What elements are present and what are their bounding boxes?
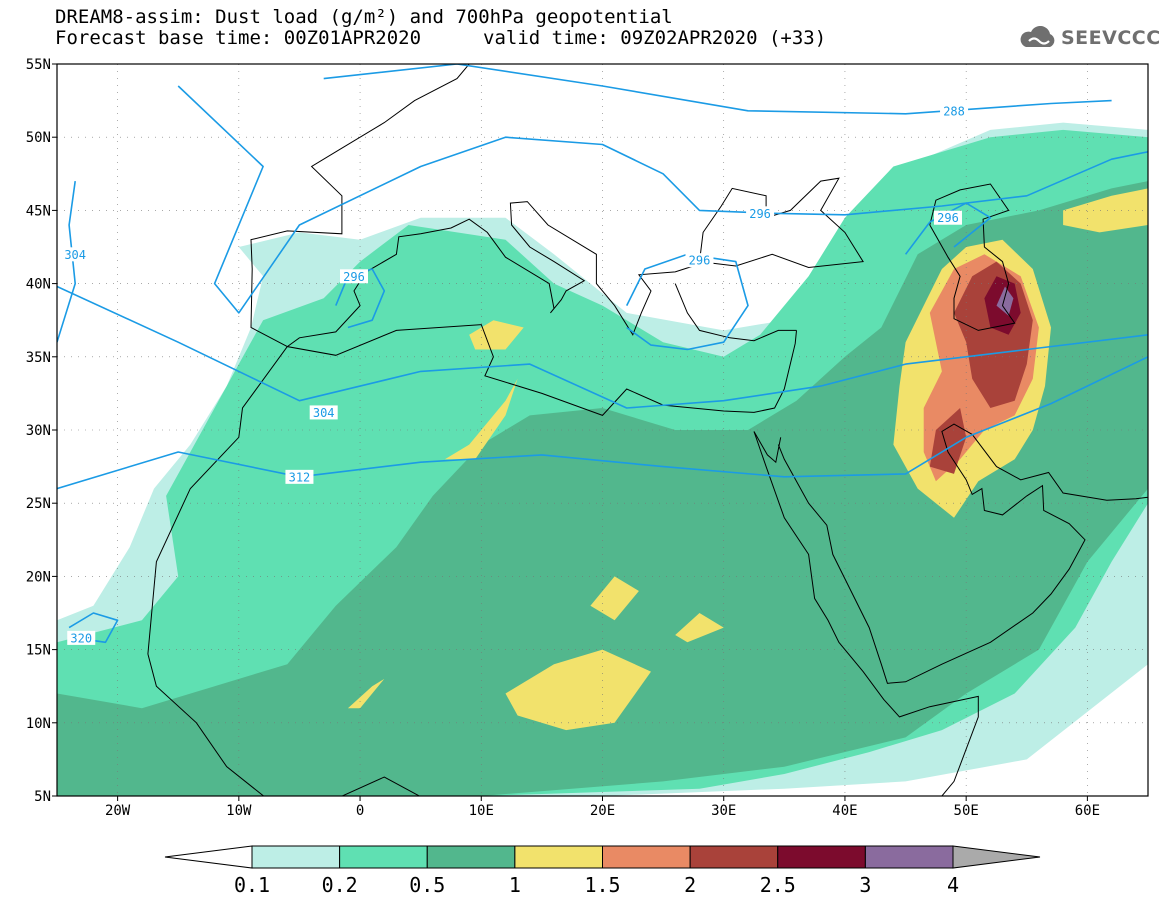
contour-label-bg xyxy=(285,469,314,484)
colorbar-bin xyxy=(777,845,866,869)
dust-region-1-6 xyxy=(505,649,651,731)
dust-region-2-5-13 xyxy=(929,408,967,474)
dust-region-1-8 xyxy=(590,576,639,621)
lon-tick-label: 10W xyxy=(226,803,252,819)
lat-tick-label: 55N xyxy=(26,57,51,73)
colorbar-label: 4 xyxy=(947,873,959,897)
lon-tick-label: 20W xyxy=(105,803,131,819)
red-sea-east xyxy=(777,423,1148,684)
lon-tick-label: 40E xyxy=(832,803,857,819)
lat-tick-label: 20N xyxy=(26,569,51,585)
contour-line-296-1 xyxy=(177,85,1148,314)
contour-label: 304 xyxy=(313,406,335,420)
colorbar-bin xyxy=(602,845,691,869)
chart-subtitle: Forecast base time: 00Z01APR2020 valid ti… xyxy=(55,27,826,49)
colorbar-label: 0.5 xyxy=(409,873,445,897)
colorbar-bin xyxy=(864,845,954,869)
lon-tick-label: 30E xyxy=(711,803,736,819)
latitude-axis: 55N 50N 45N 40N 35N 30N 25N 20N 15N 10N 5N xyxy=(26,57,57,805)
contour-label-bg xyxy=(309,405,338,420)
red-sea-west xyxy=(753,431,979,796)
contour-label-bg xyxy=(61,247,90,262)
colorbar-bin xyxy=(689,845,779,869)
graticule xyxy=(57,64,1148,796)
cloud-icon xyxy=(1020,26,1055,47)
colorbar-label: 1.5 xyxy=(584,873,620,897)
contour-label: 288 xyxy=(943,104,965,118)
colorbar-label: 1 xyxy=(509,873,521,897)
geopotential-contours: 288 296 296 296 296 304 304 312 320 xyxy=(57,64,1148,645)
contour-label: 296 xyxy=(937,211,959,225)
lat-tick-label: 45N xyxy=(26,203,51,219)
dust-region-1-5 xyxy=(444,378,518,460)
colorbar-right-arrow xyxy=(952,845,1041,869)
colorbar-label: 2.5 xyxy=(760,873,796,897)
lat-tick-label: 10N xyxy=(26,716,51,732)
lon-tick-label: 20E xyxy=(590,803,615,819)
contour-line-320-8 xyxy=(68,612,119,644)
contour-line-296-4 xyxy=(904,202,992,255)
contour-line-304-6 xyxy=(57,285,1148,409)
contour-line-288-0 xyxy=(323,64,1112,115)
coastlines xyxy=(147,64,1148,796)
colorbar-bin xyxy=(514,845,603,869)
contour-label: 296 xyxy=(749,207,771,221)
contour-label-bg xyxy=(339,269,368,284)
iberia-med-coast xyxy=(287,201,694,348)
contour-label-bg xyxy=(933,210,962,225)
gulf-of-suez xyxy=(753,431,782,464)
base-time: Forecast base time: 00Z01APR2020 xyxy=(55,27,422,49)
lat-tick-label: 30N xyxy=(26,423,51,439)
colorbar: 0.1 0.2 0.5 1 1.5 2 2.5 3 4 xyxy=(164,845,1041,897)
contour-line-312-7 xyxy=(57,356,1148,490)
north-africa-coast xyxy=(147,324,797,655)
lat-tick-label: 15N xyxy=(26,643,51,659)
contour-label: 304 xyxy=(64,248,86,262)
contour-label-bg xyxy=(746,206,775,221)
dust-region-1-9 xyxy=(675,613,724,643)
contour-label-bg xyxy=(940,103,969,118)
caspian-coast xyxy=(929,183,1016,331)
lat-tick-label: 5N xyxy=(34,789,51,805)
colorbar-label: 0.1 xyxy=(234,873,270,897)
dust-region-1-10 xyxy=(1063,188,1148,233)
dust-region-4-15 xyxy=(996,286,1014,316)
lon-tick-label: 60E xyxy=(1075,803,1100,819)
lat-tick-label: 40N xyxy=(26,277,51,293)
lat-tick-label: 25N xyxy=(26,496,51,512)
colorbar-label: 2 xyxy=(684,873,696,897)
west-africa-coast xyxy=(147,653,421,796)
dust-region-0-5-2 xyxy=(57,181,1148,796)
colorbar-bin xyxy=(426,845,516,869)
contour-label: 312 xyxy=(289,470,311,484)
black-sea-coast xyxy=(699,177,864,269)
colorbar-label: 0.2 xyxy=(322,873,358,897)
chart-title: DREAM8-assim: Dust load (g/m²) and 700hP… xyxy=(55,6,673,28)
colorbar-bin xyxy=(339,845,428,869)
contour-label: 320 xyxy=(70,631,92,645)
anatolia-levant-coast xyxy=(674,283,797,342)
lon-tick-label: 50E xyxy=(954,803,979,819)
iberia-coast xyxy=(250,64,470,348)
contour-line-296-2 xyxy=(625,253,749,351)
contour-label-bg xyxy=(685,253,714,268)
contour-label: 296 xyxy=(689,254,711,268)
lat-tick-label: 50N xyxy=(26,130,51,146)
contour-label-bg xyxy=(67,630,96,645)
longitude-axis: 20W 10W 0 10E 20E 30E 40E 50E 60E xyxy=(105,796,1100,819)
valid-time: valid time: 09Z02APR2020 (+33) xyxy=(483,27,827,49)
lat-tick-label: 35N xyxy=(26,350,51,366)
dust-region-1-7 xyxy=(347,664,409,709)
colorbar-label: 3 xyxy=(859,873,871,897)
seevccc-logo: SEEVCCC xyxy=(1017,26,1161,50)
logo-text: SEEVCCC xyxy=(1061,27,1161,49)
contour-label: 296 xyxy=(343,270,365,284)
lon-tick-label: 0 xyxy=(356,803,364,819)
colorbar-bin xyxy=(251,845,341,869)
colorbar-left-arrow xyxy=(164,845,253,869)
lon-tick-label: 10E xyxy=(469,803,494,819)
